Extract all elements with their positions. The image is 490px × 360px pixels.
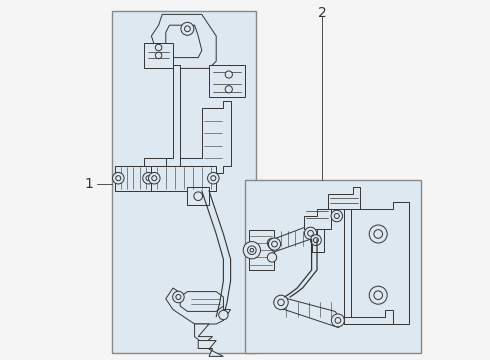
- Circle shape: [331, 314, 344, 327]
- Circle shape: [331, 210, 343, 222]
- Circle shape: [369, 225, 387, 243]
- Circle shape: [369, 286, 387, 304]
- Circle shape: [176, 294, 181, 300]
- Polygon shape: [144, 43, 173, 68]
- Circle shape: [194, 192, 202, 201]
- Circle shape: [143, 172, 154, 184]
- Circle shape: [113, 172, 124, 184]
- Circle shape: [335, 318, 341, 323]
- Bar: [112, 11, 256, 353]
- Circle shape: [250, 248, 254, 252]
- Circle shape: [311, 235, 321, 246]
- Circle shape: [185, 26, 190, 32]
- Circle shape: [172, 291, 184, 303]
- Text: 1: 1: [84, 177, 93, 190]
- Polygon shape: [166, 25, 202, 58]
- Polygon shape: [166, 288, 231, 324]
- Circle shape: [268, 238, 277, 248]
- Circle shape: [155, 52, 162, 59]
- Circle shape: [146, 176, 151, 181]
- Circle shape: [116, 176, 121, 181]
- Circle shape: [247, 246, 256, 255]
- Bar: [245, 180, 421, 353]
- Circle shape: [308, 230, 314, 236]
- Text: 2: 2: [318, 6, 327, 19]
- Polygon shape: [151, 166, 216, 191]
- Polygon shape: [344, 310, 392, 324]
- Circle shape: [225, 71, 232, 78]
- Circle shape: [181, 22, 194, 35]
- Polygon shape: [328, 187, 360, 209]
- Polygon shape: [344, 202, 351, 324]
- Polygon shape: [269, 227, 314, 252]
- Polygon shape: [344, 202, 409, 324]
- Circle shape: [211, 176, 216, 181]
- Polygon shape: [159, 65, 180, 173]
- Circle shape: [271, 241, 277, 247]
- Circle shape: [243, 242, 261, 259]
- Circle shape: [148, 172, 160, 184]
- Polygon shape: [180, 292, 223, 311]
- Circle shape: [314, 238, 318, 243]
- Polygon shape: [304, 202, 331, 229]
- Circle shape: [274, 295, 288, 310]
- Polygon shape: [116, 166, 151, 191]
- Polygon shape: [274, 297, 342, 328]
- Circle shape: [304, 227, 317, 239]
- Circle shape: [278, 299, 284, 306]
- Circle shape: [225, 86, 232, 93]
- Circle shape: [208, 172, 219, 184]
- Circle shape: [152, 176, 157, 181]
- Polygon shape: [187, 187, 209, 205]
- Polygon shape: [209, 65, 245, 97]
- Circle shape: [334, 213, 339, 219]
- Polygon shape: [151, 14, 216, 68]
- Polygon shape: [248, 230, 274, 270]
- Polygon shape: [312, 229, 324, 252]
- Polygon shape: [198, 341, 223, 356]
- Circle shape: [374, 230, 383, 238]
- Circle shape: [219, 310, 228, 320]
- Circle shape: [268, 253, 277, 262]
- Polygon shape: [195, 324, 213, 348]
- Circle shape: [374, 291, 383, 300]
- Circle shape: [155, 44, 162, 51]
- Polygon shape: [137, 101, 231, 173]
- Circle shape: [269, 238, 281, 250]
